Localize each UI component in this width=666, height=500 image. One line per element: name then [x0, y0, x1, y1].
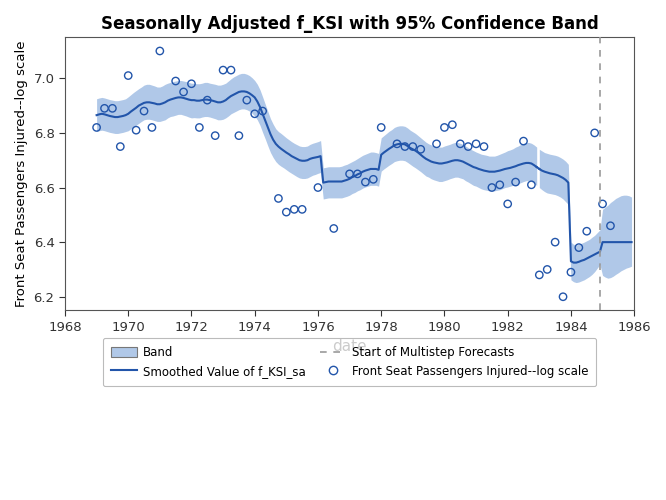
- Point: [550, 238, 561, 246]
- Point: [99, 104, 110, 112]
- Point: [155, 47, 165, 55]
- Point: [186, 80, 196, 88]
- Point: [573, 244, 584, 252]
- Point: [518, 137, 529, 145]
- Point: [147, 124, 157, 132]
- Legend: Band, Smoothed Value of f_KSI_sa, Start of Multistep Forecasts, Front Seat Passe: Band, Smoothed Value of f_KSI_sa, Start …: [103, 338, 597, 386]
- Point: [91, 124, 102, 132]
- Point: [597, 200, 608, 208]
- Point: [534, 271, 545, 279]
- Point: [589, 129, 600, 137]
- Point: [281, 208, 292, 216]
- Point: [115, 142, 126, 150]
- Point: [376, 124, 386, 132]
- Point: [392, 140, 402, 148]
- Point: [502, 200, 513, 208]
- Point: [510, 178, 521, 186]
- Point: [463, 142, 474, 150]
- Point: [439, 124, 450, 132]
- Point: [581, 227, 592, 235]
- Point: [557, 292, 568, 300]
- Point: [234, 132, 244, 140]
- Point: [526, 181, 537, 189]
- Point: [139, 107, 149, 115]
- Point: [178, 88, 189, 96]
- Title: Seasonally Adjusted f_KSI with 95% Confidence Band: Seasonally Adjusted f_KSI with 95% Confi…: [101, 15, 599, 33]
- Point: [194, 124, 204, 132]
- Point: [328, 224, 339, 232]
- Point: [455, 140, 466, 148]
- Point: [494, 181, 505, 189]
- X-axis label: date: date: [332, 340, 367, 354]
- Point: [242, 96, 252, 104]
- Point: [352, 170, 363, 178]
- Point: [123, 72, 134, 80]
- Point: [542, 266, 553, 274]
- Point: [479, 142, 490, 150]
- Point: [170, 77, 181, 85]
- Point: [210, 132, 220, 140]
- Point: [605, 222, 616, 230]
- Point: [107, 104, 118, 112]
- Point: [273, 194, 284, 202]
- Point: [447, 120, 458, 128]
- Point: [368, 176, 379, 184]
- Point: [360, 178, 371, 186]
- Point: [416, 146, 426, 154]
- Point: [471, 140, 482, 148]
- Point: [344, 170, 355, 178]
- Point: [218, 66, 228, 74]
- Point: [131, 126, 141, 134]
- Point: [202, 96, 212, 104]
- Point: [226, 66, 236, 74]
- Y-axis label: Front Seat Passengers Injured--log scale: Front Seat Passengers Injured--log scale: [15, 40, 28, 307]
- Point: [400, 142, 410, 150]
- Point: [565, 268, 576, 276]
- Point: [297, 206, 308, 214]
- Point: [487, 184, 498, 192]
- Point: [408, 142, 418, 150]
- Point: [312, 184, 323, 192]
- Point: [431, 140, 442, 148]
- Point: [289, 206, 300, 214]
- Point: [257, 107, 268, 115]
- Point: [249, 110, 260, 118]
